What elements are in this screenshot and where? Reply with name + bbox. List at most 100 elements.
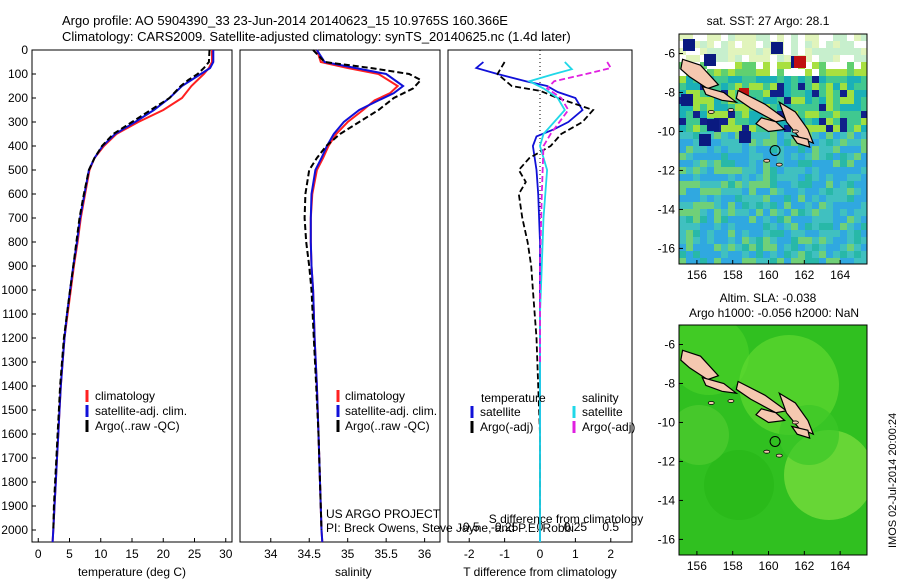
sst-cell: [784, 202, 791, 209]
sst-cell: [742, 251, 749, 258]
sst-cell: [833, 132, 840, 139]
sst-cell: [812, 139, 819, 146]
sst-cell: [861, 111, 867, 118]
sst-cell: [707, 104, 714, 111]
temperature-tick-label: 30: [219, 547, 233, 561]
sst-cell: [749, 69, 756, 76]
sst-cell: [805, 202, 812, 209]
sst-cell: [735, 111, 742, 118]
sst-cell: [854, 153, 861, 160]
sst-cell: [805, 237, 812, 244]
sst-cell: [770, 90, 777, 97]
sst-cell: [840, 69, 847, 76]
sst-cell: [826, 230, 833, 237]
sst-cell: [784, 181, 791, 188]
sst-cell: [861, 167, 867, 174]
sst-cell: [784, 258, 791, 264]
sst-cell: [728, 209, 735, 216]
sst-cell: [735, 195, 742, 202]
sdiff-legend-title: salinity: [582, 391, 619, 405]
sst-cell: [770, 181, 777, 188]
sst-cell: [861, 62, 867, 69]
sst-cell: [770, 83, 777, 90]
sst-cell: [707, 230, 714, 237]
sst-cell: [721, 181, 728, 188]
sst-cell: [833, 174, 840, 181]
sst-map: 156 158 160 162 164 -6 -8 -10 -12 -14 -16: [658, 33, 868, 282]
sst-cell: [791, 251, 798, 258]
salinity-series-line: [303, 49, 423, 531]
sst-cell: [826, 202, 833, 209]
sst-cell: [686, 237, 693, 244]
sst-cell: [833, 104, 840, 111]
sst-cell: [700, 90, 707, 97]
sst-cell: [721, 83, 728, 90]
sst-cell: [861, 216, 867, 223]
reef-shape: [763, 158, 771, 163]
map-y-tick-label: -6: [664, 46, 675, 60]
argo-position-marker: [769, 435, 781, 447]
sst-cell: [826, 104, 833, 111]
sst-cell: [686, 83, 693, 90]
sst-cell: [784, 251, 791, 258]
sst-cell: [735, 223, 742, 230]
sst-cell: [735, 153, 742, 160]
sst-cell: [770, 237, 777, 244]
sst-cell: [721, 174, 728, 181]
sst-cell: [721, 76, 728, 83]
sst-cell: [812, 195, 819, 202]
sst-cell: [756, 181, 763, 188]
sst-cell: [826, 111, 833, 118]
sst-cell: [742, 209, 749, 216]
sst-cell: [714, 83, 721, 90]
sst-cell: [812, 125, 819, 132]
sst-cell: [700, 160, 707, 167]
sst-cell: [840, 258, 847, 264]
sst-cell: [819, 125, 826, 132]
sst-cell: [763, 251, 770, 258]
sst-cell: [714, 69, 721, 76]
sst-cell: [833, 258, 840, 264]
sst-cell: [714, 258, 721, 264]
sst-cell: [805, 111, 812, 118]
depth-tick-label: 0: [21, 43, 28, 57]
sst-cell: [756, 251, 763, 258]
sst-cell: [798, 97, 805, 104]
map-y-tick-label: -10: [658, 415, 676, 429]
sst-cell: [833, 153, 840, 160]
sst-cell: [686, 202, 693, 209]
temperature-axis-label: temperature (deg C): [78, 565, 186, 579]
project-credit: US ARGO PROJECT: [326, 507, 441, 521]
salinity-tick-label: 35: [341, 547, 355, 561]
sst-cell: [854, 209, 861, 216]
sst-cell: [700, 146, 707, 153]
figure-title-line2: Climatology: CARS2009. Satellite-adjuste…: [62, 29, 571, 44]
sst-cell: [854, 69, 861, 76]
sst-cell: [756, 62, 763, 69]
sst-cell: [812, 188, 819, 195]
sdiff-tick-label: 0.5: [602, 520, 619, 534]
sst-cell: [714, 209, 721, 216]
sst-cell: [721, 111, 728, 118]
sst-cell: [735, 104, 742, 111]
sst-cell: [686, 76, 693, 83]
sst-cell: [763, 146, 770, 153]
sst-cell: [777, 167, 784, 174]
sst-cell: [840, 174, 847, 181]
sst-cell: [861, 132, 867, 139]
sst-cell: [770, 230, 777, 237]
sst-cell: [735, 181, 742, 188]
tdiff-tick-label: -1: [499, 547, 510, 561]
figure-title-line1: Argo profile: AO 5904390_33 23-Jun-2014 …: [62, 13, 508, 28]
sst-cell: [763, 97, 770, 104]
sst-cell: [833, 223, 840, 230]
sst-cell: [784, 146, 791, 153]
sst-cell: [819, 83, 826, 90]
sst-cell: [728, 244, 735, 251]
sst-cell: [791, 188, 798, 195]
pi-credit: PI: Breck Owens, Steve Jayne, and P.E. R…: [326, 521, 574, 535]
sst-cell: [840, 76, 847, 83]
sst-cell: [721, 139, 728, 146]
sst-cell: [714, 237, 721, 244]
sst-cell: [861, 174, 867, 181]
